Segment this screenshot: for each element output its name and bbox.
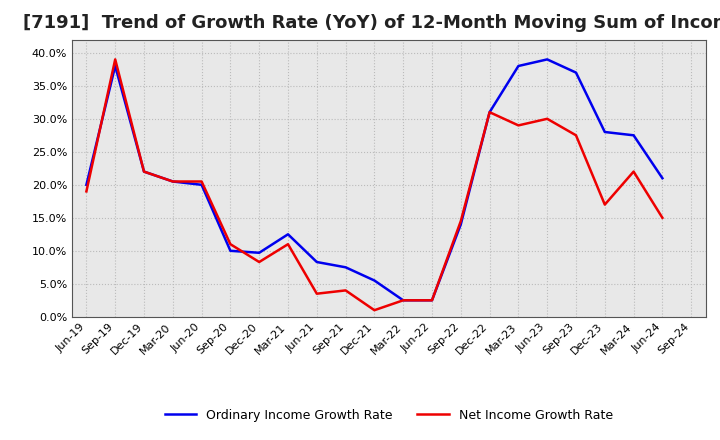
Net Income Growth Rate [658, 215, 667, 220]
Net Income Growth Rate [428, 297, 436, 303]
Net Income Growth Rate [140, 169, 148, 174]
Legend: Ordinary Income Growth Rate, Net Income Growth Rate: Ordinary Income Growth Rate, Net Income … [160, 404, 618, 427]
Ordinary Income Growth Rate [543, 57, 552, 62]
Ordinary Income Growth Rate [399, 297, 408, 303]
Ordinary Income Growth Rate [485, 110, 494, 115]
Net Income Growth Rate [370, 308, 379, 313]
Ordinary Income Growth Rate [197, 182, 206, 187]
Net Income Growth Rate [82, 189, 91, 194]
Net Income Growth Rate [485, 110, 494, 115]
Ordinary Income Growth Rate [456, 222, 465, 227]
Net Income Growth Rate [399, 297, 408, 303]
Ordinary Income Growth Rate [341, 264, 350, 270]
Net Income Growth Rate [514, 123, 523, 128]
Net Income Growth Rate [341, 288, 350, 293]
Net Income Growth Rate [600, 202, 609, 207]
Line: Net Income Growth Rate: Net Income Growth Rate [86, 59, 662, 310]
Net Income Growth Rate [543, 116, 552, 121]
Net Income Growth Rate [312, 291, 321, 297]
Net Income Growth Rate [284, 242, 292, 247]
Ordinary Income Growth Rate [111, 63, 120, 69]
Net Income Growth Rate [226, 242, 235, 247]
Title: [7191]  Trend of Growth Rate (YoY) of 12-Month Moving Sum of Incomes: [7191] Trend of Growth Rate (YoY) of 12-… [23, 15, 720, 33]
Ordinary Income Growth Rate [312, 259, 321, 264]
Ordinary Income Growth Rate [168, 179, 177, 184]
Net Income Growth Rate [255, 259, 264, 264]
Ordinary Income Growth Rate [428, 297, 436, 303]
Net Income Growth Rate [456, 218, 465, 224]
Net Income Growth Rate [629, 169, 638, 174]
Line: Ordinary Income Growth Rate: Ordinary Income Growth Rate [86, 59, 662, 300]
Ordinary Income Growth Rate [82, 182, 91, 187]
Ordinary Income Growth Rate [600, 129, 609, 135]
Ordinary Income Growth Rate [284, 231, 292, 237]
Ordinary Income Growth Rate [629, 132, 638, 138]
Ordinary Income Growth Rate [255, 250, 264, 255]
Net Income Growth Rate [168, 179, 177, 184]
Net Income Growth Rate [572, 132, 580, 138]
Ordinary Income Growth Rate [370, 278, 379, 283]
Ordinary Income Growth Rate [226, 248, 235, 253]
Net Income Growth Rate [111, 57, 120, 62]
Ordinary Income Growth Rate [572, 70, 580, 75]
Net Income Growth Rate [197, 179, 206, 184]
Ordinary Income Growth Rate [514, 63, 523, 69]
Ordinary Income Growth Rate [140, 169, 148, 174]
Ordinary Income Growth Rate [658, 176, 667, 181]
